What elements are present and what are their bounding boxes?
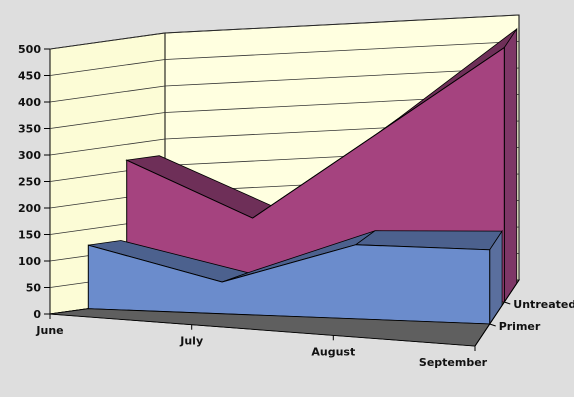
y-tick-label-9: 450 — [18, 70, 41, 83]
y-tick-label-8: 400 — [18, 96, 41, 109]
x-tick-label-august: August — [311, 345, 355, 358]
series-side-untreated — [504, 29, 517, 302]
y-tick-label-4: 200 — [18, 202, 41, 215]
x-tick-label-september: September — [419, 356, 488, 369]
y-tick-label-5: 250 — [18, 176, 41, 189]
depth-label-untreated: Untreated — [513, 298, 574, 311]
depth-tick-0 — [504, 302, 510, 304]
y-tick-label-10: 500 — [18, 43, 41, 56]
y-tick-label-3: 150 — [18, 229, 41, 242]
y-tick-label-1: 50 — [26, 282, 42, 295]
y-tick-label-7: 350 — [18, 123, 41, 136]
y-tick-label-0: 0 — [33, 308, 41, 321]
y-tick-label-6: 300 — [18, 149, 41, 162]
x-tick-label-july: July — [179, 335, 203, 348]
depth-label-primer: Primer — [499, 320, 541, 333]
y-tick-label-2: 100 — [18, 255, 41, 268]
x-tick-label-june: June — [35, 324, 63, 337]
depth-tick-1 — [490, 324, 496, 326]
